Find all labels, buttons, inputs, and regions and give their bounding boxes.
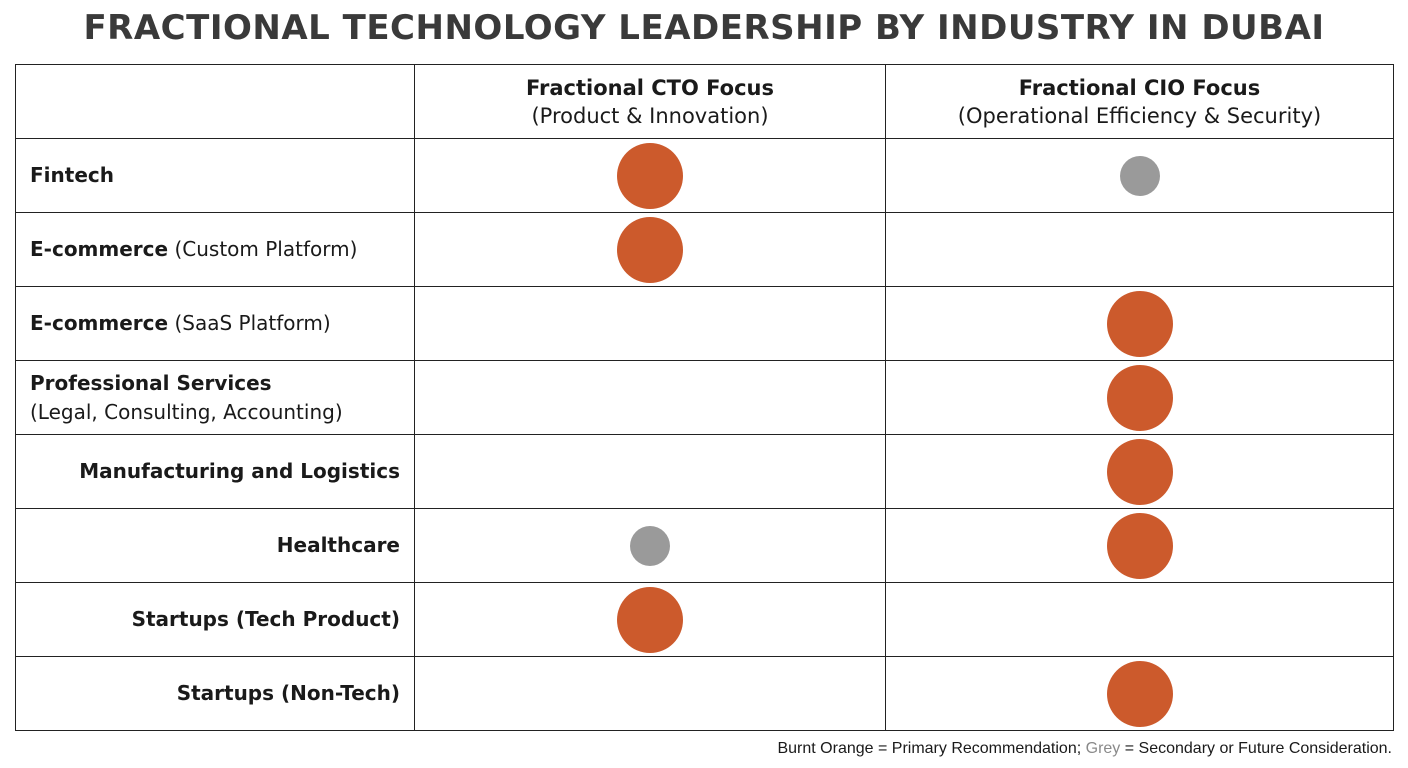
page-title: FRACTIONAL TECHNOLOGY LEADERSHIP BY INDU… <box>83 8 1325 48</box>
secondary-recommendation-dot <box>1119 155 1160 196</box>
legend-grey-word: Grey <box>1085 740 1121 757</box>
row-label: Fintech <box>15 138 415 213</box>
table-row: Professional Services (Legal, Consulting,… <box>15 360 1394 435</box>
row-label-bold: Manufacturing and Logistics <box>79 459 400 483</box>
header-row: Fractional CTO Focus (Product & Innovatio… <box>15 64 1394 139</box>
column-header-cio: Fractional CIO Focus (Operational Efficie… <box>885 64 1394 139</box>
table-row: E-commerce (SaaS Platform) <box>15 286 1394 361</box>
cio-cell <box>885 434 1394 509</box>
column-header-cto: Fractional CTO Focus (Product & Innovatio… <box>414 64 886 139</box>
corner-cell <box>15 64 415 139</box>
cto-cell <box>414 656 886 731</box>
row-label: Startups (Non-Tech) <box>15 656 415 731</box>
row-label: Professional Services (Legal, Consulting,… <box>15 360 415 435</box>
cio-cell <box>885 212 1394 287</box>
row-label: E-commerce (SaaS Platform) <box>15 286 415 361</box>
cto-cell <box>414 138 886 213</box>
row-label-bold: Startups (Tech Product) <box>131 607 400 631</box>
cto-cell <box>414 286 886 361</box>
primary-recommendation-dot <box>1106 364 1173 431</box>
column-title: Fractional CIO Focus <box>1018 75 1261 100</box>
legend-primary: Burnt Orange = Primary Recommendation; <box>777 740 1086 757</box>
row-label: Startups (Tech Product) <box>15 582 415 657</box>
row-label-bold: E-commerce <box>30 311 169 335</box>
primary-recommendation-dot <box>1106 438 1173 505</box>
legend: Burnt Orange = Primary Recommendation; G… <box>777 740 1392 758</box>
cto-cell <box>414 582 886 657</box>
cio-cell <box>885 138 1394 213</box>
table-row: Healthcare <box>15 508 1394 583</box>
table-row: Fintech <box>15 138 1394 213</box>
row-label-bold: E-commerce <box>30 237 169 261</box>
row-label-bold: Fintech <box>30 163 114 187</box>
primary-recommendation-dot <box>617 142 683 209</box>
cto-cell <box>414 212 886 287</box>
secondary-recommendation-dot <box>630 525 670 566</box>
cio-cell <box>885 360 1394 435</box>
cto-cell <box>414 508 886 583</box>
row-label-detail: (Legal, Consulting, Accounting) <box>30 399 343 424</box>
row-label-bold: Healthcare <box>276 533 400 557</box>
row-label-bold: Startups (Non-Tech) <box>176 681 400 705</box>
table-row: Startups (Tech Product) <box>15 582 1394 657</box>
cio-cell <box>885 286 1394 361</box>
legend-secondary: = Secondary or Future Consideration. <box>1120 740 1392 757</box>
cio-cell <box>885 582 1394 657</box>
row-label: Manufacturing and Logistics <box>15 434 415 509</box>
column-title: Fractional CTO Focus <box>526 75 774 100</box>
row-label-bold: Professional Services <box>30 370 272 395</box>
column-subtitle: (Operational Efficiency & Security) <box>957 103 1322 128</box>
table-row: Startups (Non-Tech) <box>15 656 1394 731</box>
table-row: Manufacturing and Logistics <box>15 434 1394 509</box>
row-label: Healthcare <box>15 508 415 583</box>
industry-matrix-table: Fractional CTO Focus (Product & Innovatio… <box>15 64 1394 731</box>
cto-cell <box>414 434 886 509</box>
primary-recommendation-dot <box>617 216 683 283</box>
cio-cell <box>885 508 1394 583</box>
primary-recommendation-dot <box>1106 512 1173 579</box>
cio-cell <box>885 656 1394 731</box>
row-label-detail: (Custom Platform) <box>168 237 358 261</box>
cto-cell <box>414 360 886 435</box>
table-row: E-commerce (Custom Platform) <box>15 212 1394 287</box>
primary-recommendation-dot <box>1106 290 1173 357</box>
primary-recommendation-dot <box>617 586 683 653</box>
primary-recommendation-dot <box>1106 660 1173 727</box>
column-subtitle: (Product & Innovation) <box>531 103 769 128</box>
row-label: E-commerce (Custom Platform) <box>15 212 415 287</box>
row-label-detail: (SaaS Platform) <box>168 311 331 335</box>
